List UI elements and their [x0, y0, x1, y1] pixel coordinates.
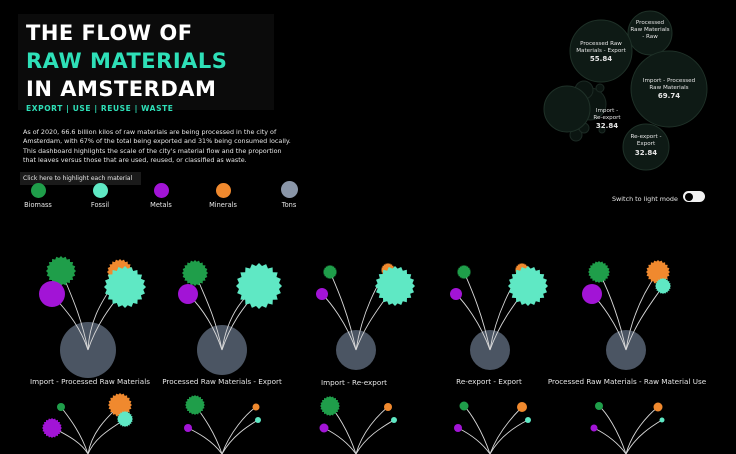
bubble-processed-raw[interactable]: [627, 10, 673, 56]
bubble-small: [595, 83, 605, 93]
flow-label: Re-export - Export: [456, 377, 522, 386]
title-line-1: THE FLOW OF: [26, 21, 193, 45]
flower-processed-export[interactable]: Processed Raw Materials - Export: [162, 260, 282, 386]
light-mode-label: Switch to light mode: [612, 195, 678, 203]
flow-label: Import - Processed Raw Materials: [30, 377, 150, 386]
subtitle: EXPORT | USE | REUSE | WASTE: [26, 104, 174, 113]
intro-text: As of 2020, 66.6 billion kilos of raw ma…: [23, 128, 291, 165]
fossil-dot-icon: [92, 183, 108, 198]
legend-item-minerals[interactable]: Minerals: [193, 183, 253, 209]
minerals-dot-icon: [215, 183, 231, 198]
toggle-knob: [685, 192, 693, 201]
title-line-2: RAW MATERIALS: [26, 49, 228, 73]
bubble-value: 69.74: [658, 92, 680, 100]
light-mode-toggle[interactable]: [683, 191, 705, 202]
legend-item-biomass[interactable]: Biomass: [8, 183, 68, 209]
flower-import-reexport[interactable]: Import - Re-export: [316, 263, 415, 387]
bubble-processed-export[interactable]: [569, 19, 633, 83]
bubble-label: Import - Processed Raw Materials: [643, 78, 696, 91]
legend-label: Biomass: [24, 201, 52, 209]
legend-item-fossil[interactable]: Fossil: [70, 183, 130, 209]
flow-flowers: Import - Processed Raw Materials Process…: [30, 256, 707, 454]
bubble-label: Processed Raw Materials - Export: [576, 41, 626, 54]
flower-reexport-export[interactable]: Re-export - Export: [450, 263, 548, 386]
flow-label: Import - Re-export: [321, 378, 387, 387]
flow-label: Processed Raw Materials - Raw Material U…: [548, 377, 707, 386]
tons-dot-icon: [280, 181, 298, 198]
bubble-value: 55.84: [590, 55, 612, 63]
biomass-dot-icon: [30, 183, 46, 198]
flower-import-processed[interactable]: Import - Processed Raw Materials: [30, 256, 150, 386]
bubble-value: 32.84: [635, 149, 657, 157]
bubble-import-processed[interactable]: [630, 50, 708, 128]
legend-label: Fossil: [90, 201, 110, 209]
bubble-small: [598, 126, 606, 134]
legend-item-tons[interactable]: Tons: [259, 181, 319, 209]
bubble-label: Processed Raw Materials - Raw: [630, 20, 669, 40]
flower-processed-raw-use[interactable]: Processed Raw Materials - Raw Material U…: [548, 260, 707, 386]
highlight-hint-tab[interactable]: Click here to highlight each material: [20, 172, 141, 185]
legend-item-metals[interactable]: Metals: [131, 183, 191, 209]
bubble-import-reexport[interactable]: [543, 85, 591, 133]
bubble-label: Re-export -Export: [630, 134, 661, 147]
metals-dot-icon: [153, 183, 169, 198]
flow-label: Processed Raw Materials - Export: [162, 377, 282, 386]
bubble-value: 32.84: [596, 122, 618, 130]
legend-label: Minerals: [209, 201, 237, 209]
flower-row-2: [42, 393, 665, 454]
legend-label: Metals: [150, 201, 172, 209]
bubble-label: Import -Re-export: [593, 108, 621, 121]
flow-bubble-chart: Processed Raw Materials - Raw Processed Ra…: [543, 10, 708, 171]
title-block: THE FLOW OF RAW MATERIALS IN AMSTERDAM: [18, 14, 274, 110]
bubble-reexport-export[interactable]: [622, 123, 670, 171]
legend-label: Tons: [281, 201, 297, 209]
title-line-3: IN AMSTERDAM: [26, 77, 217, 101]
